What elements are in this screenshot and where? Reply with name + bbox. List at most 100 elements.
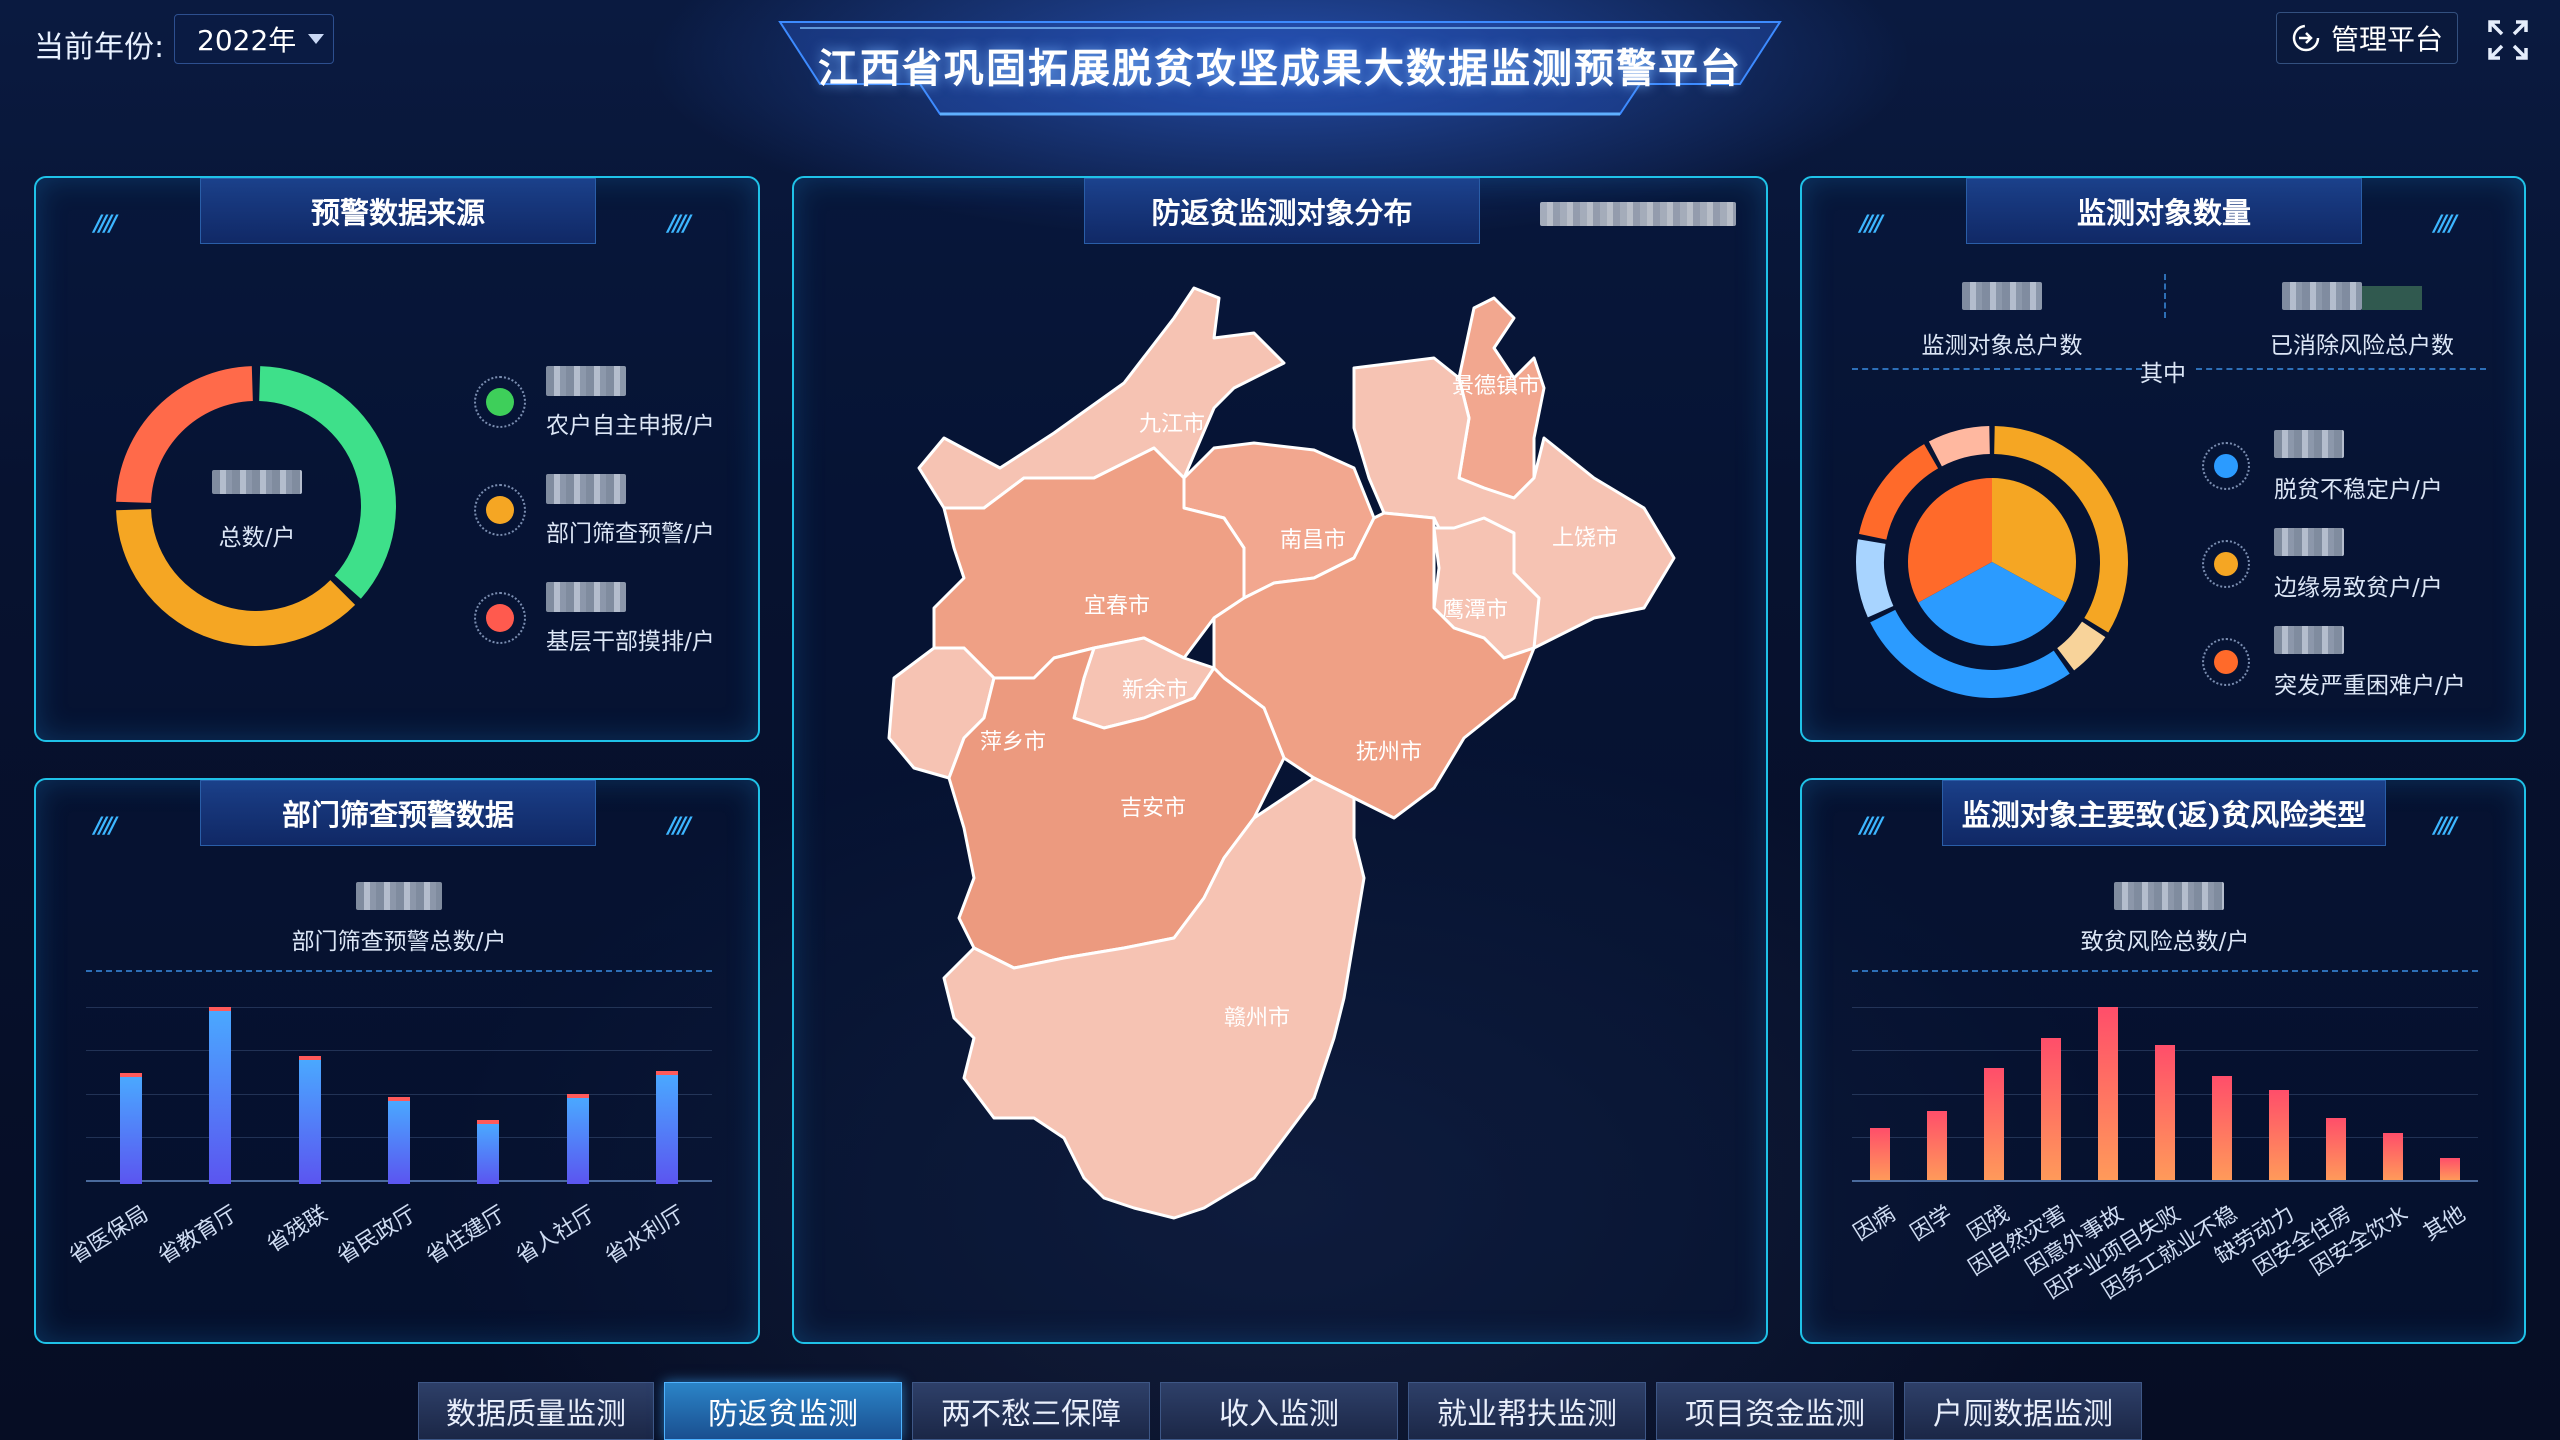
legend-dot-icon [2202,442,2250,490]
deco-slash: //// [1860,814,1883,839]
map-subtitle-value [1540,202,1736,226]
panel-title: 监测对象数量 [1966,178,2362,244]
x-tick-label: 省民政厅 [333,1201,421,1270]
tab-toilet[interactable]: 户厕数据监测 [1904,1382,2142,1440]
donut-center-label: 总数/户 [218,525,296,551]
tab-label: 就业帮扶监测 [1437,1397,1617,1432]
legend-label: 基层干部摸排/户 [546,629,715,655]
source-donut-chart [116,366,397,646]
bar [2268,1090,2289,1180]
jiangxi-map [887,286,1676,1220]
page-title: 江西省巩固拓展脱贫攻坚成果大数据监测预警平台 [818,45,1742,92]
tab-label: 收入监测 [1219,1397,1339,1432]
dept-bar-chart: 省医保局 省教育厅 省残联 省民政厅 省住建厅 省人社厅 省水利厅 [65,990,712,1320]
monitor-total-label: 监测对象总户数 [1921,333,2083,359]
admin-platform-button[interactable]: 管理平台 [2276,12,2458,64]
donut-slice [1870,609,2070,698]
deco-slash: //// [94,212,117,237]
legend-label: 边缘易致贫户/户 [2274,575,2443,601]
tab-label: 户厕数据监测 [1933,1397,2113,1432]
deco-slash: //// [2434,814,2457,839]
legend-label: 农户自主申报/户 [546,413,715,439]
panel-title: 部门筛查预警数据 [200,780,596,846]
risk-total-value [2114,882,2224,910]
total-value [212,470,302,494]
bar [1870,1128,1891,1180]
bar [2098,1007,2119,1180]
x-tick-label: 省教育厅 [154,1201,243,1270]
title-plate [778,21,1782,116]
login-icon [2292,24,2320,52]
legend-value [2274,528,2344,556]
pie-slice [1918,562,2066,646]
donut-slice [2057,621,2106,671]
donut-slice [1856,539,1894,618]
legend-value [546,582,626,612]
legend-label: 部门筛查预警/户 [546,521,715,547]
warning-source-panel: //// //// 预警数据来源 总数/户 农户自主申报/户 部门筛查预警/户 … [34,176,760,742]
deco-slash: //// [668,212,691,237]
legend-dot-icon [474,592,526,644]
gridline [86,1050,712,1052]
year-select[interactable]: 2022年 [174,14,334,64]
divider [2164,274,2166,318]
divider [1852,970,2478,972]
legend-dot-icon [474,376,526,428]
donut-slice [1928,426,1990,467]
x-tick-label: 其他 [2418,1201,2470,1247]
deco-slash: //// [94,814,117,839]
legend-dot-icon [2202,540,2250,588]
x-tick-label: 省残联 [262,1201,332,1258]
pie-slice [1992,478,2076,603]
bar [119,1072,142,1184]
bar [1984,1067,2005,1180]
bar [2211,1076,2232,1180]
fullscreen-icon[interactable] [2486,18,2530,62]
tab-two-assurances[interactable]: 两不愁三保障 [912,1382,1150,1440]
region-shangrao [1352,356,1676,650]
x-tick-label: 省人社厅 [511,1201,600,1270]
donut-slice [116,509,356,646]
donut-slice [259,366,397,599]
tab-label: 防返贫监测 [708,1397,858,1432]
x-tick-label: 因学 [1906,1201,1958,1247]
bar [2382,1133,2403,1180]
monitor-total-value [1962,282,2042,310]
x-tick-label: 因病 [1849,1201,1901,1247]
bar [656,1071,679,1184]
deco-slash: //// [668,814,691,839]
deco-slash: //// [1860,212,1883,237]
tab-funds[interactable]: 项目资金监测 [1656,1382,1894,1440]
x-tick-label: 省水利厅 [601,1201,690,1270]
gridline [86,1007,712,1009]
bar [566,1093,589,1184]
x-tick-label: 省住建厅 [422,1201,511,1270]
eliminated-value [2282,282,2362,310]
bar [388,1097,410,1184]
tab-employment[interactable]: 就业帮扶监测 [1408,1382,1646,1440]
x-axis [1852,1180,2478,1182]
region-fuzhou [1212,511,1536,820]
map-panel: 防返贫监测对象分布 九江市 景 [792,176,1768,1344]
tab-income[interactable]: 收入监测 [1160,1382,1398,1440]
legend-label: 突发严重困难户/户 [2274,673,2466,699]
x-tick-label: 省医保局 [64,1201,153,1270]
donut-slice [116,366,253,503]
region-ganzhou [942,776,1366,1220]
tab-data-quality[interactable]: 数据质量监测 [418,1382,654,1440]
eliminated-value-extra [2362,286,2422,310]
divider [2196,368,2486,370]
year-value: 2022年 [197,24,297,57]
pie-slice [1908,478,1992,603]
region-jingdezhen [1457,296,1546,500]
tab-label: 两不愁三保障 [941,1397,1121,1432]
monitor-donut-chart [1856,426,2128,698]
tab-label: 项目资金监测 [1685,1397,1865,1432]
divider [86,970,712,972]
tab-anti-poverty[interactable]: 防返贫监测 [664,1382,902,1440]
risk-type-panel: //// //// 监测对象主要致(返)贫风险类型 致贫风险总数/户 因病 因学因… [1800,778,2526,1344]
risk-bar-chart: 因病 因学 因残 因自然灾害 因意外事故 因产业项目失败 因务工就业不稳 缺劳动力 因安全住房因… [1850,990,2478,1320]
donut-slice [1858,444,1939,540]
bar [2439,1157,2460,1180]
monitor-count-panel: //// //// 监测对象数量 监测对象总户数 已消除风险总户数 其中 脱贫不… [1800,176,2526,742]
